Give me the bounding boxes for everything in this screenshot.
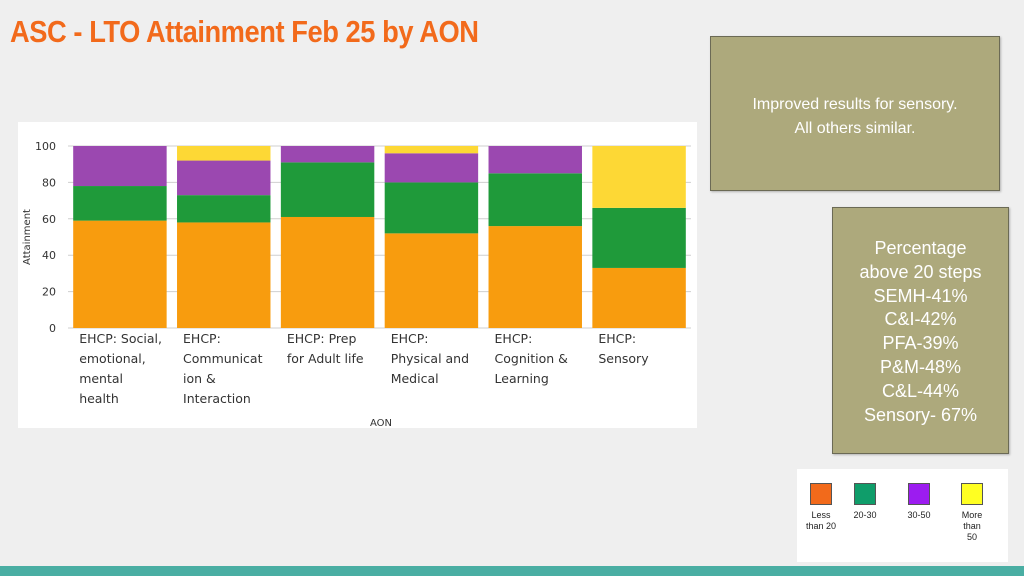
x-tick-label: health <box>79 391 119 406</box>
x-tick-label: Learning <box>495 371 549 386</box>
x-tick-label: EHCP: Prep <box>287 331 357 346</box>
percentage-note-line: Sensory- 67% <box>863 404 978 425</box>
bar-segment <box>488 173 582 227</box>
legend-label: More than 50 <box>961 510 983 542</box>
bar-segment <box>592 207 686 268</box>
x-axis-title: AON <box>370 418 392 428</box>
bar-segment <box>592 146 686 208</box>
bar-segment <box>280 162 375 217</box>
legend-swatch <box>961 483 983 505</box>
percentage-note-line: P&M-48% <box>879 356 962 377</box>
stacked-bar-chart: 0 20 40 60 80 100 EHCP: Social, emotional, menta… <box>18 122 697 428</box>
summary-note-line: All others similar. <box>794 120 916 137</box>
bar-segment <box>488 226 582 328</box>
bar-segment <box>592 267 686 328</box>
color-legend: Less than 20 20-30 30-50 More than 50 <box>797 469 1008 562</box>
chart-svg: 0 20 40 60 80 100 EHCP: Social, emotional, menta… <box>22 140 691 428</box>
percentage-note: Percentage above 20 steps SEMH-41% C&I-4… <box>832 207 1009 454</box>
x-tick-label: Sensory <box>598 351 649 366</box>
x-tick-label: Interaction <box>183 391 251 406</box>
legend-swatch <box>810 483 832 505</box>
legend-swatch <box>908 483 930 505</box>
bottom-accent-bar <box>0 566 1024 576</box>
x-tick-label: ion & <box>183 371 216 386</box>
legend-item: 20-30 <box>843 483 887 521</box>
x-tick-label: EHCP: <box>598 331 636 346</box>
slide-title: ASC - LTO Attainment Feb 25 by AON <box>10 14 479 49</box>
percentage-note-line: C&I-42% <box>884 309 957 330</box>
legend-label: 20-30 <box>853 510 877 520</box>
x-tick-label: Cognition & <box>495 351 569 366</box>
bar-segment <box>177 146 271 161</box>
bar-segment <box>280 216 375 328</box>
legend-item: More than 50 <box>950 483 994 543</box>
legend-item: Less than 20 <box>799 483 843 532</box>
y-tick-label: 40 <box>42 249 56 262</box>
percentage-note-line: above 20 steps <box>859 261 982 282</box>
x-tick-label: EHCP: <box>183 331 221 346</box>
x-tick-label: Medical <box>391 371 439 386</box>
legend-label: Less than 20 <box>805 510 837 531</box>
bar-segment <box>280 146 375 163</box>
bar-segment <box>177 222 271 328</box>
bar-segment <box>384 153 479 183</box>
x-tick-label: EHCP: <box>495 331 533 346</box>
x-tick-label: Physical and <box>391 351 469 366</box>
bar-segment <box>384 233 479 328</box>
legend-swatch <box>854 483 876 505</box>
bar-segment <box>177 160 271 196</box>
bar-segment <box>73 186 167 221</box>
legend-item: 30-50 <box>897 483 941 521</box>
x-tick-label: Communicat <box>183 351 263 366</box>
percentage-note-line: Percentage <box>874 238 967 258</box>
y-tick-label: 100 <box>35 140 56 153</box>
percentage-note-line: PFA-39% <box>882 333 959 354</box>
bar-segment <box>384 182 479 234</box>
y-tick-label: 60 <box>42 213 56 226</box>
y-tick-label: 0 <box>49 322 56 335</box>
bar-segment <box>73 146 167 187</box>
y-axis-title: Attainment <box>22 209 33 265</box>
x-tick-label: EHCP: <box>391 331 429 346</box>
y-tick-label: 20 <box>42 286 56 299</box>
summary-note: Improved results for sensory. All others… <box>710 36 1000 191</box>
bar-segment <box>73 220 167 328</box>
x-tick-label: mental <box>79 371 123 386</box>
percentage-note-line: C&L-44% <box>881 380 960 401</box>
bar-segment <box>384 146 479 154</box>
legend-label: 30-50 <box>907 510 931 520</box>
bar-segment <box>177 195 271 223</box>
bar-segment <box>488 146 582 174</box>
summary-note-line: Improved results for sensory. <box>752 96 958 113</box>
x-tick-label: for Adult life <box>287 351 364 366</box>
percentage-note-line: SEMH-41% <box>873 285 968 306</box>
x-tick-label: emotional, <box>79 351 146 366</box>
x-tick-label: EHCP: Social, <box>79 331 162 346</box>
y-tick-label: 80 <box>42 176 56 189</box>
